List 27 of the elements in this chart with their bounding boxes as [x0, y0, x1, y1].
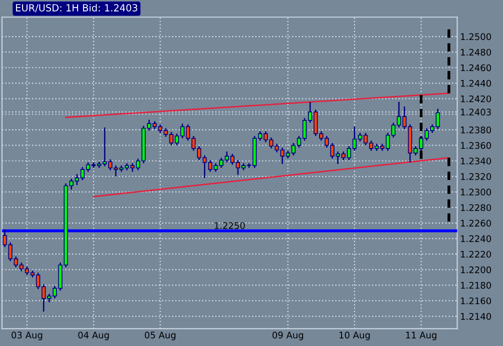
y-tick-label: 1.2300 [460, 188, 491, 196]
y-tick-label: 1.2360 [460, 142, 491, 149]
x-tick-label: 11 Aug [406, 332, 436, 340]
y-tick-label: 1.2403 [460, 108, 491, 116]
y-tick-label: 1.2220 [460, 250, 491, 258]
y-tick-label: 1.2280 [460, 204, 491, 212]
y-tick-label: 1.2440 [460, 80, 491, 87]
y-tick-label: 1.2320 [460, 173, 491, 180]
y-tick-label: 1.2260 [460, 220, 491, 227]
x-tick-label: 04 Aug [78, 332, 109, 340]
y-tick-label: 1.2340 [460, 158, 491, 164]
ref-line-label: 1.2250 [214, 222, 245, 230]
y-tick-label: 1.2240 [460, 235, 491, 242]
y-tick-label: 1.2160 [460, 297, 491, 304]
x-tick-label: 05 Aug [144, 332, 176, 340]
y-tick-label: 1.2200 [460, 266, 491, 274]
y-tick-label: 1.2420 [460, 95, 491, 102]
y-tick-label: 1.2500 [460, 33, 491, 40]
y-tick-label: 1.2380 [460, 126, 491, 134]
y-tick-label: 1.2140 [460, 313, 491, 320]
y-tick-label: 1.2480 [460, 48, 491, 56]
x-tick-label: 10 Aug [340, 332, 370, 340]
y-tick-label: 1.2180 [460, 282, 491, 289]
chart-title: EUR/USD: 1H Bid: 1.2403 [16, 4, 138, 12]
y-tick-label: 1.2460 [460, 64, 491, 72]
x-tick-label: 03 Aug [12, 332, 42, 340]
x-tick-label: 09 Aug [272, 332, 304, 340]
